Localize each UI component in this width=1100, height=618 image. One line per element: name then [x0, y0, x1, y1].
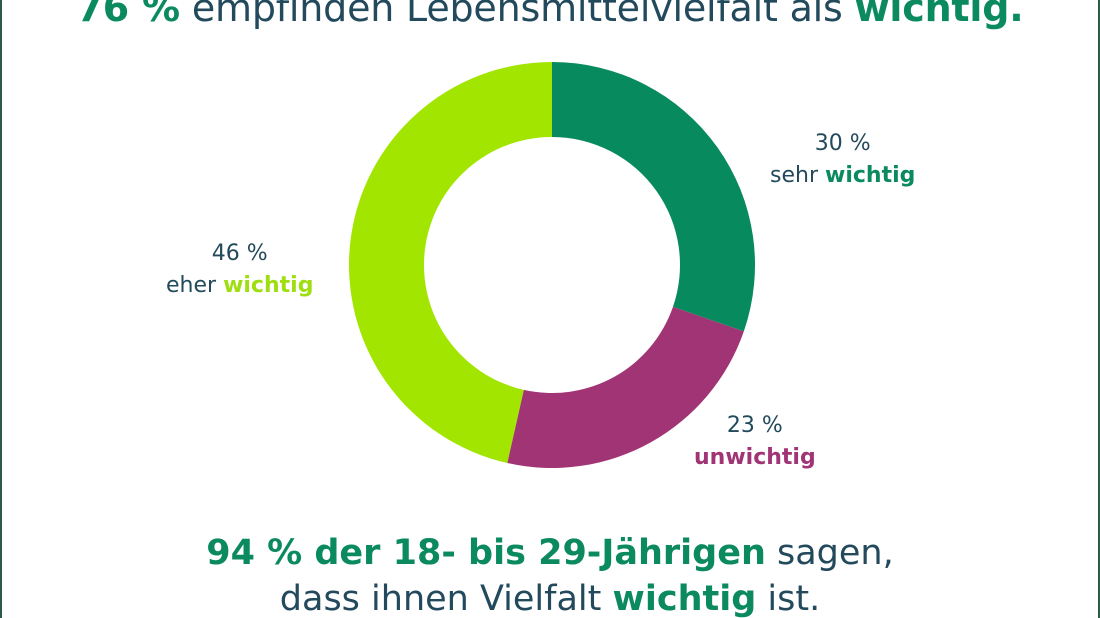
- footer-statement: 94 % der 18- bis 29-Jährigen sagen, dass…: [2, 530, 1098, 618]
- footer-text-ist: ist.: [767, 579, 821, 618]
- footer-highlight-age: 94 % der 18- bis 29-Jährigen: [206, 533, 766, 573]
- label-sehr-wichtig-word1: sehr: [770, 163, 818, 188]
- label-eher-wichtig-word1: eher: [166, 273, 217, 298]
- slice-unwichtig: [507, 306, 744, 468]
- headline-percentage: 76 %: [76, 0, 181, 30]
- slice-sehr-wichtig: [552, 62, 755, 332]
- footer-highlight-wichtig: wichtig: [612, 579, 757, 618]
- slice-eher-wichtig: [349, 62, 552, 464]
- label-sehr-wichtig-value: 30 %: [814, 131, 871, 156]
- donut-chart: [349, 62, 755, 468]
- label-eher-wichtig-word2: wichtig: [223, 273, 314, 298]
- label-unwichtig-value: 23 %: [726, 413, 783, 438]
- headline-text: empfinden Lebensmittelvielfalt als: [191, 0, 843, 30]
- label-eher-wichtig: 46 % eher wichtig: [166, 238, 313, 302]
- label-unwichtig-word: unwichtig: [694, 445, 816, 470]
- label-eher-wichtig-value: 46 %: [211, 241, 268, 266]
- headline-highlight: wichtig.: [854, 0, 1024, 30]
- footer-text-sagen: sagen,: [777, 533, 894, 573]
- footer-line-2: dass ihnen Vielfalt wichtig ist.: [2, 576, 1098, 618]
- label-sehr-wichtig: 30 % sehr wichtig: [770, 128, 915, 192]
- label-sehr-wichtig-word2: wichtig: [825, 163, 916, 188]
- headline: 76 % empfinden Lebensmittelvielfalt als …: [2, 0, 1098, 30]
- label-unwichtig: 23 % unwichtig: [694, 410, 816, 474]
- footer-line-1: 94 % der 18- bis 29-Jährigen sagen,: [2, 530, 1098, 576]
- footer-text-dass: dass ihnen Vielfalt: [279, 579, 602, 618]
